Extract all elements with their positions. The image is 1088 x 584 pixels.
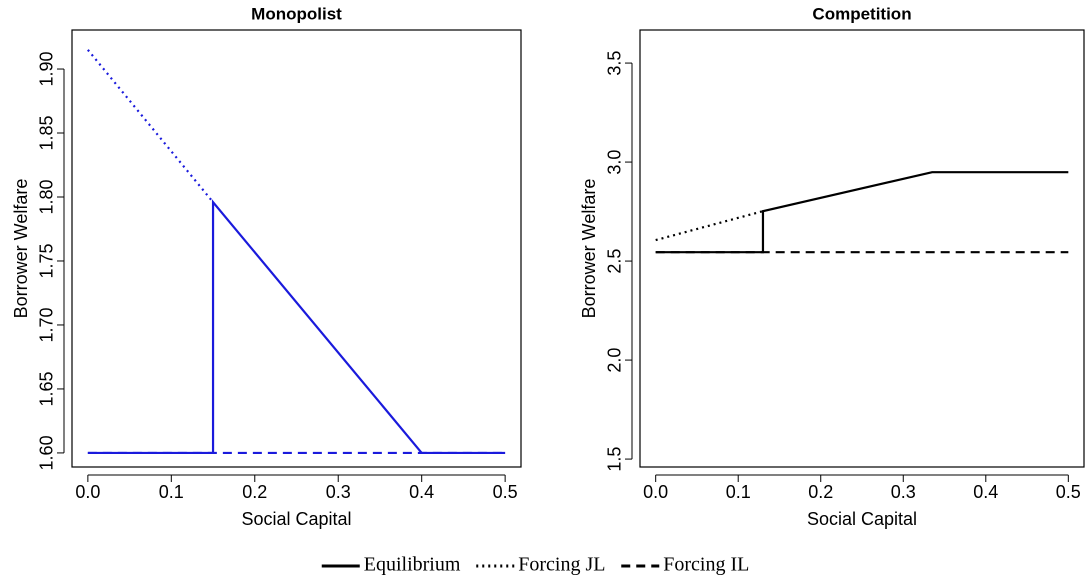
- legend-label: Forcing JL: [518, 554, 605, 576]
- x-axis-label: Social Capital: [241, 509, 351, 529]
- y-tick-label: 2.0: [605, 348, 625, 373]
- data-line: [87, 199, 506, 455]
- y-tick-label: 3.0: [605, 150, 625, 175]
- x-tick-label: 0.3: [326, 482, 351, 502]
- x-tick-label: 0.4: [973, 482, 998, 502]
- chart-title: Competition: [812, 4, 911, 23]
- legend-label: Equilibrium: [364, 554, 461, 576]
- data-line: [655, 210, 764, 242]
- chart-title: Monopolist: [251, 4, 342, 23]
- x-tick-label: 0.5: [493, 482, 518, 502]
- x-tick-label: 0.1: [159, 482, 184, 502]
- y-axis-label: Borrower Welfare: [11, 179, 31, 319]
- y-tick-label: 1.75: [37, 243, 57, 278]
- y-tick-label: 1.5: [605, 447, 625, 472]
- y-tick-label: 1.90: [37, 52, 57, 87]
- data-line: [87, 49, 214, 203]
- x-tick-label: 0.4: [409, 482, 434, 502]
- y-axis-label: Borrower Welfare: [579, 179, 599, 319]
- x-tick-label: 0.0: [643, 482, 668, 502]
- legend-label: Forcing IL: [663, 554, 749, 576]
- x-tick-label: 0.3: [891, 482, 916, 502]
- y-tick-label: 3.5: [605, 51, 625, 76]
- x-tick-label: 0.1: [726, 482, 751, 502]
- plot-box: [639, 29, 1085, 468]
- plot-box: [71, 29, 522, 468]
- y-tick-label: 1.65: [37, 371, 57, 406]
- y-tick-label: 1.85: [37, 115, 57, 150]
- y-tick-label: 2.5: [605, 249, 625, 274]
- y-tick-label: 1.60: [37, 435, 57, 470]
- x-axis-label: Social Capital: [807, 509, 917, 529]
- x-tick-label: 0.2: [242, 482, 267, 502]
- x-tick-label: 0.0: [75, 482, 100, 502]
- x-tick-label: 0.5: [1056, 482, 1081, 502]
- y-tick-label: 1.70: [37, 307, 57, 342]
- y-tick-label: 1.80: [37, 179, 57, 214]
- x-tick-label: 0.2: [808, 482, 833, 502]
- data-line: [655, 171, 1069, 254]
